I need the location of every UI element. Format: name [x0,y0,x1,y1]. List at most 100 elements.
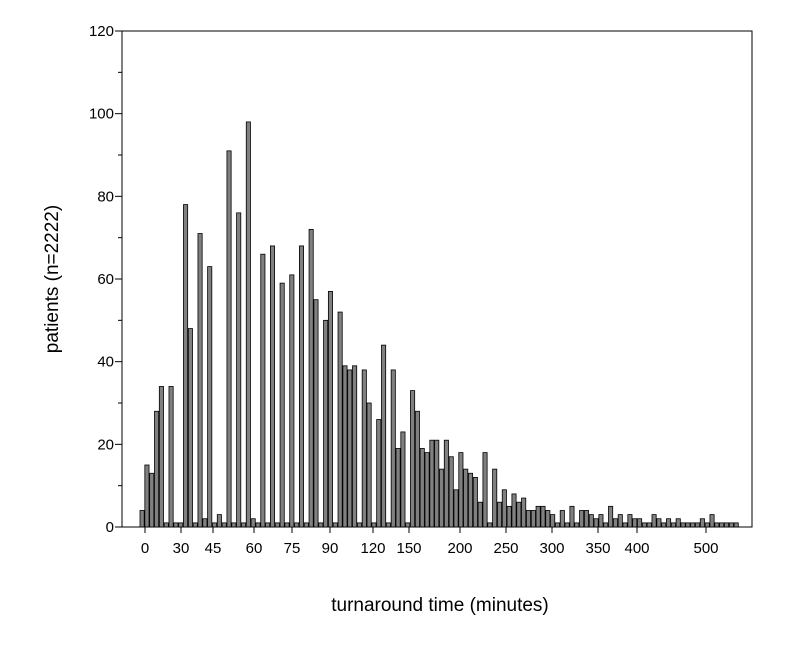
histogram-bar [506,505,512,528]
histogram-bar [352,365,358,528]
histogram-bar [545,510,551,528]
histogram-bar [231,522,237,528]
histogram-bar [733,522,739,528]
x-tick-label: 500 [693,540,718,557]
histogram-bar [236,212,242,528]
histogram-bar [511,493,517,528]
histogram-bar [410,390,416,528]
histogram-bar [685,522,691,528]
histogram-bar [448,456,454,528]
histogram-bar [144,464,150,528]
bars-group [139,121,739,528]
y-tick-label: 100 [89,106,114,123]
histogram-bar [690,522,696,528]
histogram-bar [637,518,643,528]
histogram-bar [675,518,681,528]
histogram-bar [158,386,164,528]
histogram-bar [598,514,604,528]
histogram-bar [245,121,251,528]
histogram-bar [371,522,377,528]
histogram-bar [583,510,589,528]
histogram-bar [342,365,348,528]
x-tick-label: 400 [624,540,649,557]
histogram-bar [487,522,493,528]
y-tick-label: 0 [106,519,114,536]
histogram-bar [255,522,261,528]
histogram-bar [458,452,464,528]
histogram-bar [347,369,353,528]
histogram-bar [680,522,686,528]
x-tick-label: 90 [322,540,339,557]
histogram-bar [168,386,174,528]
histogram-bar [540,505,546,528]
histogram-bar [719,522,725,528]
histogram-bar [178,522,184,528]
histogram-bar [724,522,730,528]
y-axis-title: patients (n=2222) [42,205,63,353]
x-tick-label: 120 [360,540,385,557]
histogram-bar [279,282,285,528]
y-axis: 0 20 40 60 80 100 120 [89,23,122,536]
histogram-bar [405,522,411,528]
histogram-bar [569,505,575,528]
histogram-bar [197,233,203,528]
histogram-bar [439,468,445,528]
x-tick-label: 250 [493,540,518,557]
x-tick-label: 60 [246,540,263,557]
histogram-bar [207,266,213,528]
histogram-bar [550,514,556,528]
histogram-bar [414,410,420,528]
histogram-bar [154,410,160,528]
histogram-bar [385,522,391,528]
histogram-bar [666,518,672,528]
histogram-bar [651,514,657,528]
histogram-bar [641,522,647,528]
histogram-bar [661,522,667,528]
x-tick-label: 75 [284,540,301,557]
histogram-bar [241,522,247,528]
histogram-bar [202,518,208,528]
histogram-bar [603,522,609,528]
histogram-bar [366,402,372,528]
histogram-bar [559,510,565,528]
histogram-bar [284,522,290,528]
histogram-bar [192,522,198,528]
histogram-bar [579,510,585,528]
histogram-bar [183,204,189,528]
histogram-bar [327,290,333,528]
histogram-bar [429,439,435,528]
histogram-bar [714,522,720,528]
histogram-bar [443,439,449,528]
histogram-bar [501,489,507,528]
histogram-bar [622,522,628,528]
x-tick-label: 350 [585,540,610,557]
y-tick-label: 40 [97,354,114,371]
histogram-bar [728,522,734,528]
histogram-bar [574,522,580,528]
histogram-bar [516,501,522,528]
histogram-bar [187,328,193,528]
histogram-bar [318,522,324,528]
histogram-bar [492,468,498,528]
histogram-bar [564,522,570,528]
y-tick-label: 120 [89,23,114,40]
histogram-bar [472,476,478,528]
histogram-bar [216,514,222,528]
y-tick-label: 60 [97,271,114,288]
x-tick-label: 300 [539,540,564,557]
histogram-bar [139,510,145,528]
histogram-bar [482,452,488,528]
x-tick-label: 45 [205,540,222,557]
histogram-bar [163,522,169,528]
histogram-bar [530,510,536,528]
y-tick-label: 20 [97,436,114,453]
histogram-bar [289,274,295,528]
histogram-bar [419,448,425,528]
x-axis-title: turnaround time (minutes) [331,595,549,616]
histogram-bar [709,514,715,528]
histogram-bar [390,369,396,528]
histogram-bar [627,514,633,528]
histogram-bar [477,501,483,528]
x-tick-label: 150 [396,540,421,557]
histogram-bar [381,344,387,528]
